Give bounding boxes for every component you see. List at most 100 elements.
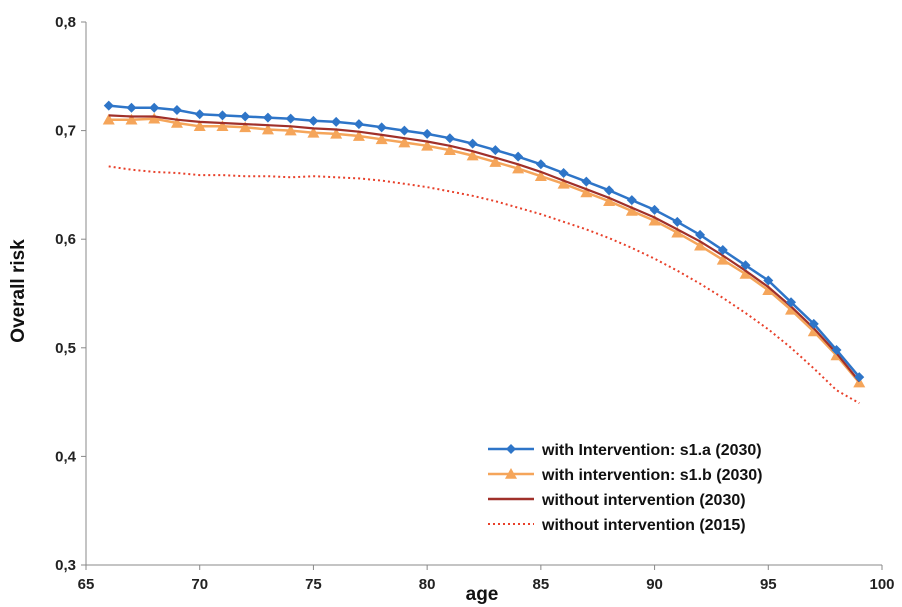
data-point (763, 275, 774, 286)
data-point (284, 124, 297, 136)
legend-marker (505, 468, 517, 479)
y-tick-label: 0,3 (55, 557, 76, 574)
data-point (695, 229, 706, 240)
data-point (467, 138, 478, 149)
data-point (581, 176, 592, 187)
data-point (580, 186, 593, 198)
data-point (739, 267, 752, 279)
data-point (854, 372, 865, 383)
data-point (285, 113, 296, 124)
data-point (194, 109, 205, 120)
x-tick-label: 95 (760, 576, 777, 593)
data-point (626, 195, 637, 206)
series-2 (102, 112, 866, 388)
data-point (604, 185, 615, 196)
data-point (831, 344, 842, 355)
x-tick-label: 90 (646, 576, 663, 593)
series-line (108, 117, 861, 384)
data-point (558, 167, 569, 178)
x-tick-label: 65 (78, 576, 95, 593)
legend-item: without intervention (2015) (488, 517, 746, 534)
legend-label: with Intervention: s1.a (2030) (541, 442, 762, 459)
series-line (108, 104, 861, 378)
data-point (649, 204, 660, 215)
data-point (398, 136, 411, 148)
data-point (785, 303, 798, 315)
data-point (149, 102, 160, 113)
series-4 (108, 165, 860, 405)
y-tick-label: 0,4 (55, 448, 77, 465)
data-point (240, 111, 251, 122)
data-point (375, 133, 388, 145)
y-tick-label: 0,5 (55, 340, 76, 357)
data-point (490, 145, 501, 156)
data-point (352, 130, 365, 141)
legend-label: without intervention (2030) (541, 492, 746, 509)
data-point (694, 239, 707, 251)
data-point (216, 120, 229, 132)
series-3 (108, 114, 861, 383)
x-tick-label: 75 (305, 576, 322, 593)
data-point (625, 204, 638, 216)
data-point (535, 159, 546, 170)
series-layer (102, 100, 866, 405)
x-axis-ticks: 65 70 75 80 85 90 95 100 (78, 565, 895, 593)
data-point (534, 170, 547, 182)
data-point (808, 318, 819, 329)
data-point (740, 260, 751, 271)
data-point (717, 245, 728, 256)
data-point (261, 123, 274, 135)
data-point (489, 156, 502, 167)
data-point (513, 151, 524, 162)
data-point (399, 125, 410, 136)
y-tick-label: 0,8 (55, 14, 76, 31)
data-point (512, 162, 525, 174)
series-line (108, 165, 860, 405)
legend-label: without intervention (2015) (541, 517, 746, 534)
series-1 (103, 100, 865, 383)
data-point (557, 177, 570, 189)
data-point (444, 133, 455, 144)
data-point (331, 116, 342, 127)
y-axis-label: Overall risk (8, 239, 29, 343)
data-point (330, 127, 343, 139)
data-point (671, 226, 684, 238)
data-point (716, 253, 729, 265)
data-point (193, 120, 206, 132)
x-tick-label: 70 (191, 576, 208, 593)
data-point (603, 195, 616, 206)
legend-item: without intervention (2030) (488, 492, 746, 509)
x-tick-label: 100 (869, 576, 894, 593)
data-point (217, 110, 228, 121)
data-point (353, 119, 364, 130)
data-point (421, 139, 434, 151)
y-tick-label: 0,6 (55, 231, 76, 248)
data-point (262, 112, 273, 123)
data-point (376, 122, 387, 133)
legend-item: with intervention: s1.b (2030) (488, 467, 762, 484)
legend-label: with intervention: s1.b (2030) (541, 467, 762, 484)
data-point (466, 149, 479, 161)
data-point (672, 216, 683, 227)
legend-item: with Intervention: s1.a (2030) (488, 442, 762, 459)
data-point (443, 144, 456, 155)
data-point (762, 284, 775, 296)
data-point (239, 121, 252, 133)
data-point (422, 128, 433, 139)
x-axis-label: age (466, 584, 499, 605)
data-point (807, 325, 820, 337)
data-point (125, 113, 138, 125)
x-tick-label: 85 (533, 576, 550, 593)
data-point (170, 116, 183, 128)
data-point (102, 113, 115, 125)
data-point (171, 104, 182, 115)
legend: with Intervention: s1.a (2030) with inter… (488, 442, 762, 534)
data-point (307, 126, 320, 138)
data-point (786, 297, 797, 308)
x-tick-label: 80 (419, 576, 436, 593)
data-point (126, 102, 137, 113)
series-line (108, 114, 861, 383)
data-point (308, 115, 319, 126)
y-tick-label: 0,7 (55, 123, 76, 140)
